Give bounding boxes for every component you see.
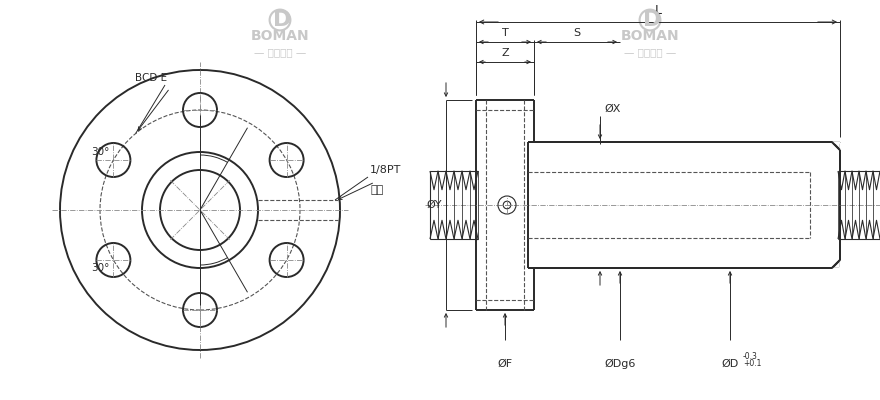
Text: ØDg6: ØDg6 [605,359,635,369]
Text: D: D [642,10,661,30]
Text: ØF: ØF [497,359,512,369]
Text: — 劲博工业 —: — 劲博工业 — [253,47,306,57]
Text: T: T [502,28,509,38]
Text: Z: Z [502,48,509,58]
Text: — 劲博工业 —: — 劲博工业 — [624,47,676,57]
Text: L: L [655,4,662,17]
Text: -0.3: -0.3 [743,352,758,361]
Text: BCD E: BCD E [135,73,167,83]
Text: ØX: ØX [604,104,620,114]
Text: 1/8PT: 1/8PT [370,165,401,175]
Text: D: D [273,10,291,30]
Text: +0.1: +0.1 [743,359,761,368]
Text: 油孔: 油孔 [370,185,384,195]
Text: BOMAN: BOMAN [620,29,679,43]
Text: 30°: 30° [92,263,110,273]
Text: S: S [574,28,581,38]
Text: 30°: 30° [92,147,110,157]
Text: ØY: ØY [427,200,442,210]
Text: ØD: ØD [722,359,738,369]
Text: BOMAN: BOMAN [251,29,309,43]
